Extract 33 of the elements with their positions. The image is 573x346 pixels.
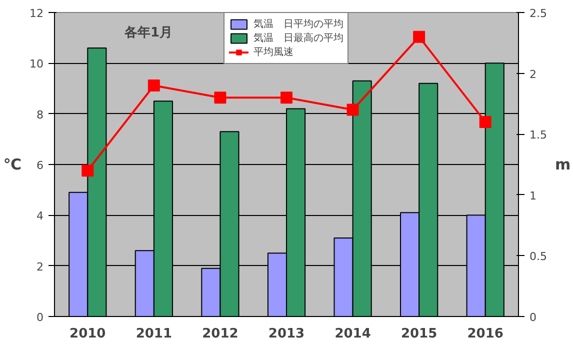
y-tick-label: 8 xyxy=(36,108,44,122)
legend-label: 気温 日平均の平均 xyxy=(254,18,344,31)
y-tick-label: 10 xyxy=(30,58,44,71)
x-tick-label: 2016 xyxy=(467,326,504,342)
point xyxy=(413,30,426,43)
x-tick-label: 2011 xyxy=(136,326,172,342)
text: 各年1月 xyxy=(124,26,173,40)
point xyxy=(280,92,292,104)
x-tick-label: 2012 xyxy=(202,326,238,342)
x-tick-label: 2015 xyxy=(400,326,438,342)
y2-tick-label: 1 xyxy=(530,189,536,202)
y2-tick-label: 2.5 xyxy=(530,7,547,20)
point xyxy=(346,104,359,116)
y2-tick-label: 0.5 xyxy=(530,250,547,264)
y2-axis-title: m xyxy=(554,156,571,174)
y-tick-label: 6 xyxy=(36,159,44,172)
y2-tick-label: 2 xyxy=(530,68,536,81)
x-tick-label: 2010 xyxy=(70,326,106,342)
x-tick-label: 2013 xyxy=(268,326,305,342)
y-tick-label: 12 xyxy=(30,7,44,20)
y2-tick-label: 1.5 xyxy=(530,128,547,142)
point xyxy=(148,79,160,92)
y2-tick-label: 0 xyxy=(530,311,536,324)
legend-label: 気温 日最高の平均 xyxy=(254,32,344,45)
point xyxy=(82,164,94,177)
y-axis-title: ℃ xyxy=(3,156,22,174)
point xyxy=(214,92,226,104)
y-tick-label: 4 xyxy=(36,210,44,223)
y-tick-label: 2 xyxy=(36,260,44,274)
legend-label: 平均風速 xyxy=(254,46,294,59)
point xyxy=(479,116,492,128)
y-tick-label: 0 xyxy=(36,311,44,324)
x-tick-label: 2014 xyxy=(334,326,371,342)
